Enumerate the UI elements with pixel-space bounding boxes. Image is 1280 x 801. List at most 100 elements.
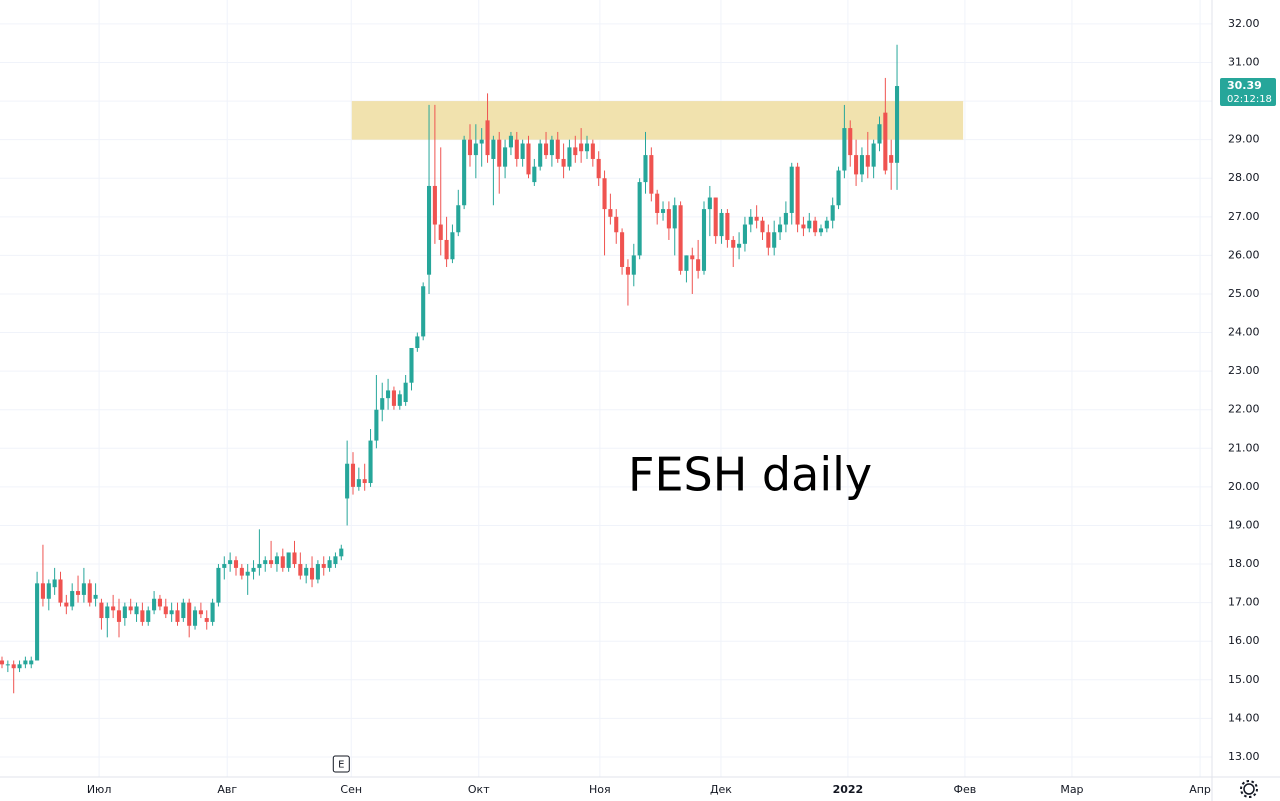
- candle-body: [421, 286, 426, 337]
- candle-body: [292, 552, 297, 565]
- candle-body: [0, 660, 5, 665]
- candle-body: [473, 143, 478, 156]
- candle-body: [514, 139, 519, 159]
- candle-body: [655, 193, 660, 213]
- y-tick-label: 25.00: [1228, 287, 1260, 300]
- candle-body: [842, 128, 847, 171]
- candle-body: [479, 139, 484, 144]
- candle-body: [783, 212, 788, 225]
- candle-body: [128, 606, 133, 611]
- candle-body: [181, 602, 186, 619]
- candle-body: [304, 567, 309, 576]
- candle-body: [152, 598, 157, 611]
- candle-body: [462, 139, 467, 206]
- candle-body: [204, 618, 209, 622]
- candle-body: [596, 158, 601, 179]
- candle-body: [760, 220, 765, 233]
- candle-body: [251, 567, 256, 572]
- candle-body: [438, 224, 443, 240]
- event-marker: [332, 755, 350, 773]
- candle-body: [122, 606, 127, 619]
- candle-body: [801, 224, 806, 229]
- x-tick-label: Апр: [1189, 783, 1211, 796]
- candle-body: [356, 479, 361, 487]
- candle-body: [614, 216, 619, 233]
- candle-body: [748, 216, 753, 225]
- candle-body: [426, 185, 432, 275]
- candle-body: [830, 205, 835, 221]
- candle-body: [157, 598, 162, 607]
- candle-body: [175, 610, 180, 622]
- candle-body: [508, 135, 513, 148]
- candle-body: [350, 463, 356, 487]
- candle-body: [409, 347, 414, 383]
- event-marker-label: E: [338, 760, 344, 771]
- candle-body: [696, 259, 701, 271]
- y-tick-label: 15.00: [1228, 673, 1260, 686]
- x-tick-label: Сен: [340, 783, 362, 796]
- candle-body: [532, 166, 537, 183]
- candle-body: [280, 556, 285, 568]
- candle-body: [163, 606, 168, 615]
- candle-body: [58, 579, 63, 603]
- candle-body: [415, 336, 420, 348]
- candle-body: [228, 560, 233, 565]
- candle-body: [81, 583, 86, 595]
- x-tick-label: Ноя: [589, 783, 611, 796]
- candle-body: [742, 224, 747, 244]
- candle-body: [789, 166, 794, 213]
- candle-body: [374, 409, 379, 441]
- candle-body: [345, 463, 350, 499]
- candle-body: [684, 255, 689, 271]
- candle-body: [649, 155, 654, 194]
- candle-body: [590, 143, 595, 159]
- candle-body: [725, 212, 730, 240]
- x-tick-label: Окт: [468, 783, 490, 796]
- candle-body: [818, 228, 824, 233]
- candle-body: [701, 209, 707, 271]
- candle-body: [871, 143, 876, 167]
- y-tick-label: 28.00: [1228, 171, 1260, 184]
- x-tick-label: Июл: [87, 783, 112, 796]
- candle-body: [40, 583, 45, 599]
- candle-body: [269, 560, 274, 565]
- last-price-box: [1220, 78, 1276, 107]
- candle-body: [192, 610, 198, 626]
- candle-body: [64, 602, 69, 607]
- candle-body: [854, 155, 859, 175]
- gear-icon: [1243, 783, 1255, 795]
- candle-body: [707, 197, 712, 210]
- candle-body: [526, 143, 531, 175]
- candle-body: [391, 390, 396, 406]
- candle-body: [549, 139, 554, 156]
- candle-body: [807, 220, 812, 229]
- candle-body: [567, 147, 572, 167]
- candle-body: [520, 143, 525, 159]
- y-tick-label: 17.00: [1228, 596, 1260, 609]
- candle-body: [772, 232, 777, 248]
- candle-body: [146, 610, 151, 622]
- candle-body: [690, 255, 695, 260]
- candle-body: [719, 212, 724, 237]
- candle-body: [327, 560, 332, 568]
- settings-button[interactable]: [1240, 780, 1258, 798]
- candle-body: [777, 224, 783, 233]
- candle-body: [309, 567, 315, 580]
- candle-body: [678, 205, 683, 271]
- candle-body: [579, 143, 584, 152]
- candle-body: [766, 232, 771, 248]
- axes: 13.00 14.00 15.00 16.00 17.00 18.00 19.00 20.00…: [87, 17, 1276, 796]
- y-tick-label: 20.00: [1228, 480, 1260, 493]
- candle-body: [169, 610, 174, 615]
- candle-body: [46, 583, 51, 599]
- candle-body: [35, 583, 40, 661]
- x-tick-label: Фев: [954, 783, 977, 796]
- candle-body: [111, 606, 116, 611]
- countdown-label: 02:12:18: [1227, 94, 1272, 105]
- candle-body: [298, 564, 303, 576]
- annotation: FESH daily: [628, 448, 872, 502]
- y-tick-label: 19.00: [1228, 518, 1260, 531]
- y-tick-label: 18.00: [1228, 557, 1260, 570]
- candle-body: [397, 394, 402, 406]
- candle-body: [432, 185, 437, 225]
